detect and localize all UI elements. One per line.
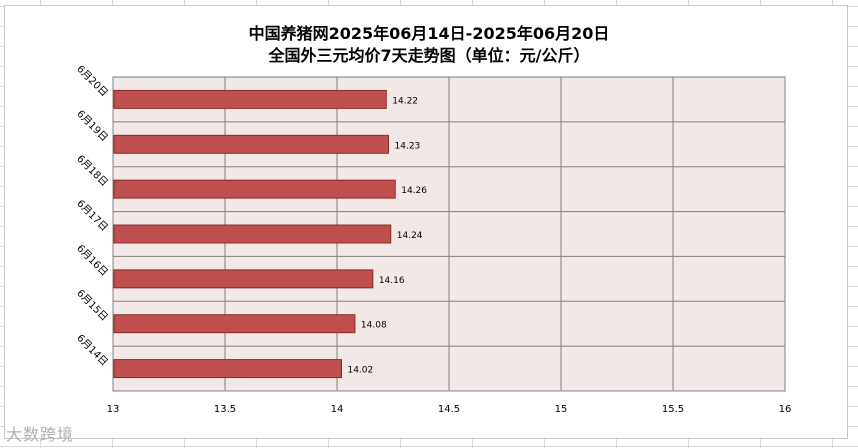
data-label: 14.24 — [397, 231, 423, 241]
data-labels: 14.22 14.23 14.26 14.24 14.16 14.08 14.02 — [347, 96, 427, 375]
bar — [113, 224, 392, 244]
chart-subtitle: 全国外三元均价7天走势图（单位：元/公斤） — [268, 46, 590, 65]
data-label: 14.02 — [347, 366, 373, 376]
x-tick-label: 13.5 — [214, 404, 236, 415]
category-label: 6月20日 — [74, 63, 110, 99]
data-label: 14.23 — [395, 141, 421, 151]
bar — [113, 269, 374, 289]
bar — [113, 314, 356, 334]
bar — [113, 89, 387, 109]
value-axis: 13 13.5 14 14.5 15 15.5 16 — [107, 404, 792, 415]
category-label: 6月15日 — [74, 287, 110, 323]
category-label: 6月19日 — [74, 108, 110, 144]
chart-title: 中国养猪网2025年06月14日-2025年06月20日 — [248, 24, 610, 43]
x-tick-label: 14 — [331, 404, 344, 415]
x-tick-label: 15.5 — [662, 404, 684, 415]
data-label: 14.16 — [379, 276, 405, 286]
data-label: 14.26 — [401, 186, 427, 196]
category-label: 6月18日 — [74, 153, 110, 189]
watermark: 大数跨境 — [6, 425, 75, 444]
x-tick-label: 14.5 — [438, 404, 460, 415]
category-axis: 6月20日 6月19日 6月18日 6月17日 6月16日 6月15日 6月14日 — [74, 63, 110, 368]
bar — [113, 134, 390, 154]
bar — [113, 359, 342, 379]
data-label: 14.08 — [361, 321, 387, 331]
x-tick-label: 13 — [107, 404, 120, 415]
x-tick-label: 16 — [779, 404, 792, 415]
x-tick-label: 15 — [555, 404, 568, 415]
category-label: 6月14日 — [74, 332, 110, 368]
data-label: 14.22 — [392, 96, 418, 106]
bars — [113, 89, 396, 379]
bar — [113, 179, 396, 199]
category-label: 6月16日 — [74, 242, 110, 278]
category-label: 6月17日 — [74, 198, 110, 234]
